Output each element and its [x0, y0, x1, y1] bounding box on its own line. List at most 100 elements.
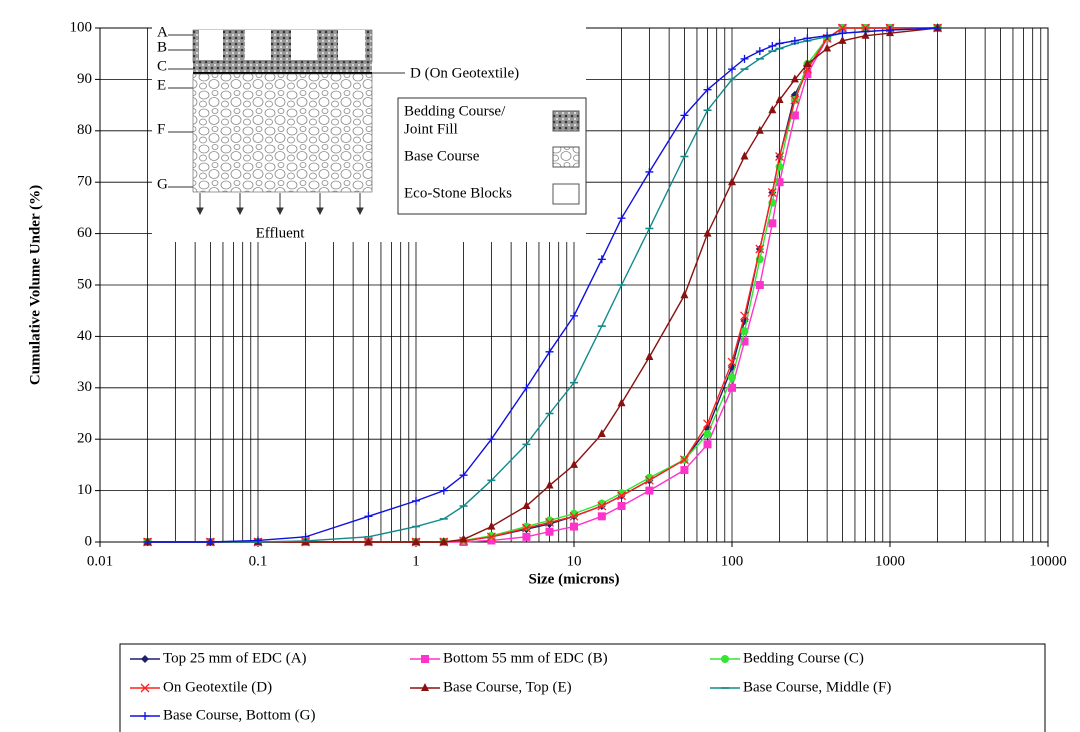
marker	[140, 683, 150, 693]
eco-block	[291, 30, 317, 60]
marker	[570, 311, 578, 320]
legend	[119, 643, 1046, 732]
y-tick-label: 70	[77, 174, 92, 190]
marker	[728, 177, 736, 186]
marker	[412, 537, 420, 545]
marker	[838, 29, 847, 38]
base-course	[192, 73, 373, 193]
marker	[755, 281, 764, 289]
x-tick-label: 0.1	[249, 553, 268, 569]
legend-label: Bottom 55 mm of EDC (B)	[443, 650, 608, 666]
legend-item: Base Course, Top (E)	[410, 679, 572, 695]
marker	[459, 471, 468, 480]
geotextile-label: D (On Geotextile)	[410, 65, 519, 81]
x-tick-label: 100	[721, 553, 744, 569]
marker	[545, 480, 554, 489]
y-tick-label: 80	[77, 122, 92, 138]
marker	[421, 655, 429, 663]
key-swatch	[552, 110, 580, 132]
marker	[487, 536, 496, 545]
marker	[803, 34, 812, 43]
marker	[755, 244, 765, 254]
bedding-course	[193, 62, 372, 72]
layer-label: A	[157, 24, 168, 40]
marker	[740, 54, 749, 63]
marker	[768, 41, 777, 50]
marker	[790, 95, 800, 105]
marker	[721, 655, 729, 663]
marker	[597, 501, 607, 511]
marker	[790, 36, 799, 45]
x-tick-label: 1000	[875, 553, 905, 569]
marker	[740, 337, 749, 346]
eco-block	[199, 30, 223, 60]
y-tick-label: 50	[77, 276, 92, 292]
marker	[803, 70, 812, 79]
marker	[597, 429, 606, 438]
marker	[838, 35, 847, 44]
marker	[141, 712, 149, 720]
marker	[364, 512, 373, 521]
marker	[254, 536, 262, 545]
key-swatch	[552, 146, 580, 168]
key-label: Eco-Stone Blocks	[404, 185, 512, 201]
marker	[768, 219, 777, 228]
legend-label: Base Course, Middle (F)	[743, 679, 891, 695]
marker	[728, 65, 736, 74]
legend-label: Top 25 mm of EDC (A)	[163, 650, 307, 666]
marker	[703, 85, 712, 94]
marker	[522, 501, 531, 510]
key-swatch	[552, 183, 580, 205]
marker	[459, 534, 468, 543]
marker	[823, 43, 832, 52]
marker	[439, 537, 448, 545]
marker	[680, 111, 689, 120]
legend-item: Base Course, Bottom (G)	[130, 707, 315, 723]
legend-item: Base Course, Middle (F)	[710, 679, 891, 695]
marker	[727, 357, 737, 367]
marker	[522, 383, 531, 392]
marker	[570, 522, 578, 531]
outflow-arrows	[196, 193, 364, 216]
marker	[740, 151, 749, 160]
marker	[728, 373, 736, 382]
key-label: Bedding Course/	[404, 103, 506, 119]
layer-label: E	[157, 77, 166, 93]
marker	[141, 655, 149, 663]
marker	[680, 290, 689, 299]
series	[143, 27, 942, 543]
y-tick-label: 90	[77, 71, 92, 87]
x-axis-label: Size (microns)	[529, 571, 620, 587]
y-tick-label: 10	[77, 482, 92, 498]
marker	[644, 475, 654, 485]
marker	[790, 111, 799, 120]
key-label: Base Course	[404, 148, 480, 164]
marker	[412, 496, 420, 505]
marker	[790, 74, 799, 83]
y-tick-label: 40	[77, 328, 92, 344]
marker	[597, 255, 606, 264]
marker	[645, 351, 654, 360]
marker	[617, 491, 627, 501]
y-axis-label: Cumulative Volume Under (%)	[27, 185, 43, 385]
marker	[364, 537, 373, 545]
marker	[487, 521, 496, 530]
marker	[301, 532, 310, 541]
marker	[775, 152, 785, 161]
marker	[569, 511, 579, 521]
legend-item: On Geotextile (D)	[130, 679, 272, 695]
legend-item: Bottom 55 mm of EDC (B)	[410, 650, 608, 666]
marker	[775, 94, 784, 103]
marker	[703, 228, 712, 237]
effluent-label: Effluent	[256, 225, 306, 241]
marker	[521, 523, 531, 533]
layer-label: F	[157, 121, 165, 137]
marker	[617, 502, 626, 511]
legend-label: Base Course, Bottom (G)	[163, 707, 315, 723]
marker	[728, 383, 736, 392]
marker	[645, 486, 654, 495]
eco-block	[338, 30, 365, 60]
legend-label: Base Course, Top (E)	[443, 679, 572, 695]
marker	[617, 214, 626, 223]
